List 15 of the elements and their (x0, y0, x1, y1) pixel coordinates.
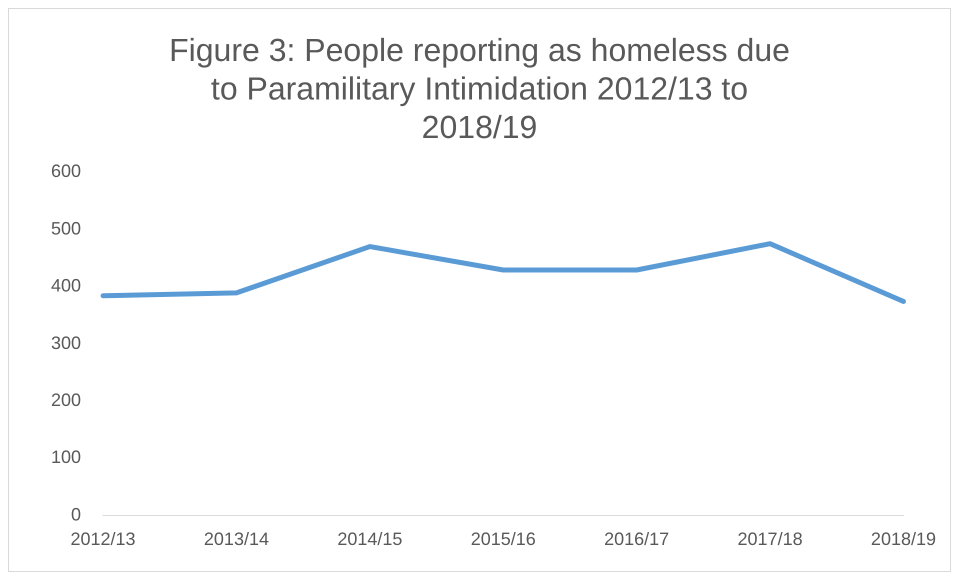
x-tick-label: 2018/19 (870, 529, 936, 550)
chart-title: Figure 3: People reporting as homeless due to Paramilitary Intimidation 2012/13 to 2018/19 (169, 32, 790, 145)
x-tick-label: 2015/16 (470, 529, 536, 550)
y-tick-label: 400 (50, 276, 82, 296)
y-tick-label: 0 (71, 504, 82, 524)
x-tick-label: 2016/17 (604, 529, 670, 550)
y-tick-label: 200 (50, 390, 82, 410)
x-tick-label: 2014/15 (337, 529, 402, 550)
x-tick-label: 2017/18 (738, 529, 803, 550)
x-tick-label: 2012/13 (70, 529, 136, 550)
y-tick-label: 300 (50, 332, 82, 353)
y-tick-label: 500 (50, 218, 82, 238)
y-tick-label: 100 (50, 447, 82, 468)
y-tick-label: 600 (50, 161, 82, 182)
x-tick-label: 2013/14 (204, 529, 269, 550)
